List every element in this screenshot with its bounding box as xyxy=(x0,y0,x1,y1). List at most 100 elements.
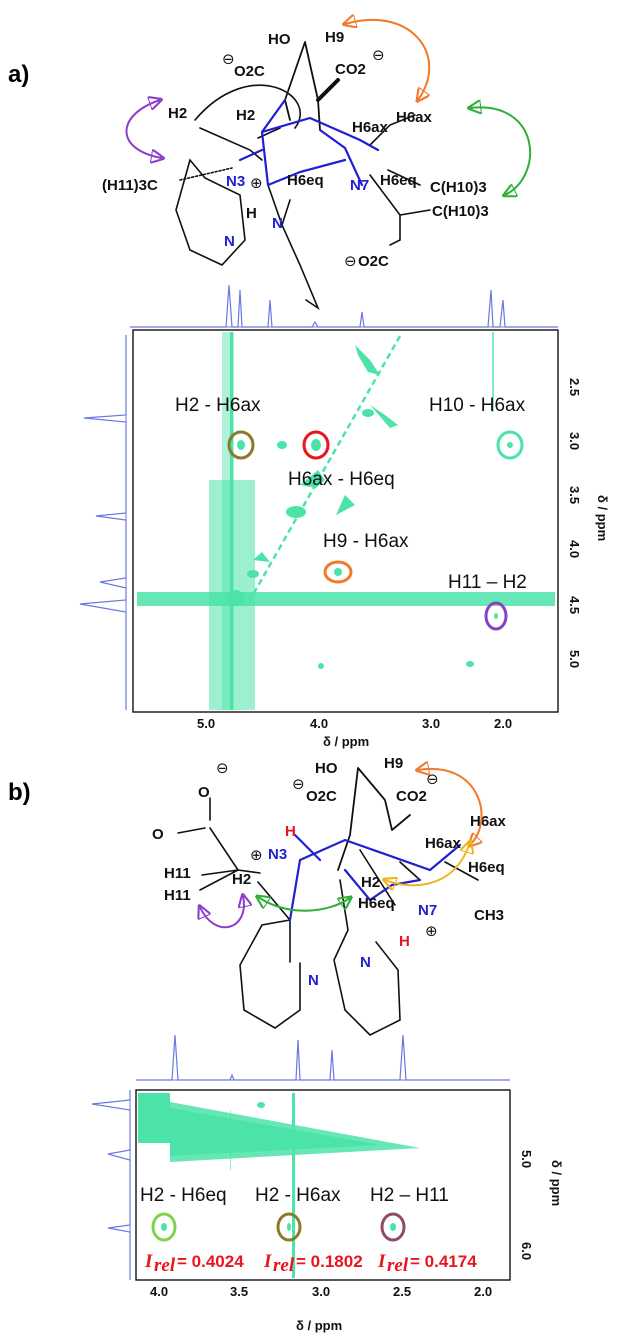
svg-text:N: N xyxy=(224,233,235,250)
panel-b-annotations: H2 - H6eq H2 - H6ax H2 – H11 xyxy=(140,1185,449,1206)
svg-text:⊖: ⊖ xyxy=(372,46,385,64)
svg-text:H2 – H11: H2 – H11 xyxy=(370,1185,449,1206)
svg-text:= 0.1802: = 0.1802 xyxy=(296,1252,363,1271)
svg-text:6.0: 6.0 xyxy=(519,1242,534,1260)
svg-text:H: H xyxy=(285,823,296,840)
svg-text:H6eq: H6eq xyxy=(287,172,324,189)
panel-b-charges: ⊖ ⊖ ⊖ ⊕ ⊕ xyxy=(216,759,439,940)
panel-a-y-axis: 2.5 3.0 3.5 4.0 4.5 5.0 δ / ppm xyxy=(567,378,610,668)
svg-text:⊖: ⊖ xyxy=(216,759,229,777)
svg-text:N7: N7 xyxy=(350,177,369,194)
svg-text:O: O xyxy=(152,826,164,843)
svg-text:H6eq: H6eq xyxy=(358,895,395,912)
svg-text:H: H xyxy=(399,933,410,950)
panel-a-noe-arrows xyxy=(125,20,532,195)
irel-2: I rel = 0.1802 xyxy=(263,1251,363,1276)
svg-text:O2C: O2C xyxy=(358,253,389,270)
svg-text:3.0: 3.0 xyxy=(422,716,440,731)
irel-3: I rel = 0.4174 xyxy=(377,1251,477,1276)
svg-text:N: N xyxy=(272,215,283,232)
svg-text:N: N xyxy=(308,972,319,989)
svg-text:⊕: ⊕ xyxy=(425,922,438,940)
svg-text:2.5: 2.5 xyxy=(393,1284,411,1299)
svg-text:H: H xyxy=(246,205,257,222)
svg-text:CO2: CO2 xyxy=(335,61,366,78)
panel-a-atom-labels: HO H9 CO2 O2C H2 H2 H6ax H6ax H6eq H6eq … xyxy=(102,29,489,270)
svg-text:H9: H9 xyxy=(325,29,344,46)
panel-a-peak-circles xyxy=(227,430,524,631)
panel-a-peak-dots xyxy=(237,439,513,619)
panel-b-spectrum xyxy=(138,1093,420,1278)
panel-b-noe-arrows xyxy=(200,769,482,929)
svg-text:H2 - H6ax: H2 - H6ax xyxy=(175,395,261,416)
panel-a-x-title: δ / ppm xyxy=(323,734,369,749)
svg-text:N3: N3 xyxy=(268,846,287,863)
panel-a-left-projection xyxy=(79,335,127,710)
svg-text:H2: H2 xyxy=(236,107,255,124)
svg-text:⊖: ⊖ xyxy=(222,50,235,68)
svg-text:H9 - H6ax: H9 - H6ax xyxy=(323,531,409,552)
svg-text:C(H10)3: C(H10)3 xyxy=(432,203,489,220)
svg-text:CO2: CO2 xyxy=(396,788,427,805)
panel-b-y-title: δ / ppm xyxy=(549,1160,564,1206)
svg-text:I: I xyxy=(144,1251,153,1272)
svg-text:rel: rel xyxy=(154,1255,176,1276)
panel-b-x-axis: 4.0 3.5 3.0 2.5 2.0 δ / ppm xyxy=(136,1279,510,1333)
svg-text:H6ax: H6ax xyxy=(396,109,433,126)
svg-text:2.0: 2.0 xyxy=(474,1284,492,1299)
svg-text:H2 - H6ax: H2 - H6ax xyxy=(255,1185,341,1206)
panel-a-y-title: δ / ppm xyxy=(595,495,610,541)
svg-text:= 0.4024: = 0.4024 xyxy=(177,1252,244,1271)
svg-text:3.5: 3.5 xyxy=(230,1284,248,1299)
svg-text:N7: N7 xyxy=(418,902,437,919)
panel-a-plot-frame xyxy=(132,329,559,713)
svg-text:3.0: 3.0 xyxy=(312,1284,330,1299)
svg-text:⊖: ⊖ xyxy=(344,252,357,270)
svg-text:H11: H11 xyxy=(164,865,191,882)
svg-text:O2C: O2C xyxy=(234,63,265,80)
svg-text:H2: H2 xyxy=(361,874,380,891)
svg-text:⊖: ⊖ xyxy=(292,775,305,793)
svg-text:⊖: ⊖ xyxy=(426,770,439,788)
svg-text:2.0: 2.0 xyxy=(494,716,512,731)
svg-text:H6ax: H6ax xyxy=(425,835,462,852)
svg-text:HO: HO xyxy=(268,31,291,48)
svg-text:5.0: 5.0 xyxy=(197,716,215,731)
svg-text:4.0: 4.0 xyxy=(150,1284,168,1299)
svg-text:H10 - H6ax: H10 - H6ax xyxy=(429,395,526,416)
svg-text:rel: rel xyxy=(387,1255,409,1276)
panel-a-top-projection xyxy=(130,284,558,328)
svg-text:CH3: CH3 xyxy=(474,907,504,924)
svg-text:4.0: 4.0 xyxy=(310,716,328,731)
svg-text:H11: H11 xyxy=(164,887,191,904)
svg-text:I: I xyxy=(377,1251,386,1272)
panel-b-label: b) xyxy=(8,779,31,806)
svg-text:4.5: 4.5 xyxy=(567,596,582,614)
panel-b-irel-labels: I rel = 0.4024 I rel = 0.1802 I rel = 0.… xyxy=(144,1251,477,1276)
svg-text:H11 – H2: H11 – H2 xyxy=(448,572,527,593)
svg-text:⊕: ⊕ xyxy=(250,846,263,864)
panel-b-x-title: δ / ppm xyxy=(296,1318,342,1333)
svg-text:HO: HO xyxy=(315,760,338,777)
svg-text:= 0.4174: = 0.4174 xyxy=(410,1252,477,1271)
svg-text:I: I xyxy=(263,1251,272,1272)
svg-text:O: O xyxy=(198,784,210,801)
svg-text:H6ax: H6ax xyxy=(352,119,389,136)
panel-b-y-axis: 5.0 6.0 δ / ppm xyxy=(519,1150,564,1260)
svg-text:N3: N3 xyxy=(226,173,245,190)
irel-1: I rel = 0.4024 xyxy=(144,1251,244,1276)
panel-b-peak-circles xyxy=(151,1212,406,1242)
panel-a-label: a) xyxy=(8,61,29,88)
svg-text:⊕: ⊕ xyxy=(250,174,263,192)
panel-b-atom-labels: HO H9 CO2 O2C H O O N3 H11 H11 H2 H2 H6a… xyxy=(152,755,507,989)
svg-text:O2C: O2C xyxy=(306,788,337,805)
panel-a-x-axis: 5.0 4.0 3.0 2.0 δ / ppm xyxy=(133,711,558,749)
svg-text:5.0: 5.0 xyxy=(567,650,582,668)
svg-text:3.5: 3.5 xyxy=(567,486,582,504)
panel-b-left-projection xyxy=(91,1090,131,1280)
panel-a-annotations: H2 - H6ax H10 - H6ax H6ax - H6eq H9 - H6… xyxy=(175,395,527,593)
svg-text:(H11)3C: (H11)3C xyxy=(102,177,158,194)
svg-text:2.5: 2.5 xyxy=(567,378,582,396)
svg-text:4.0: 4.0 xyxy=(567,540,582,558)
